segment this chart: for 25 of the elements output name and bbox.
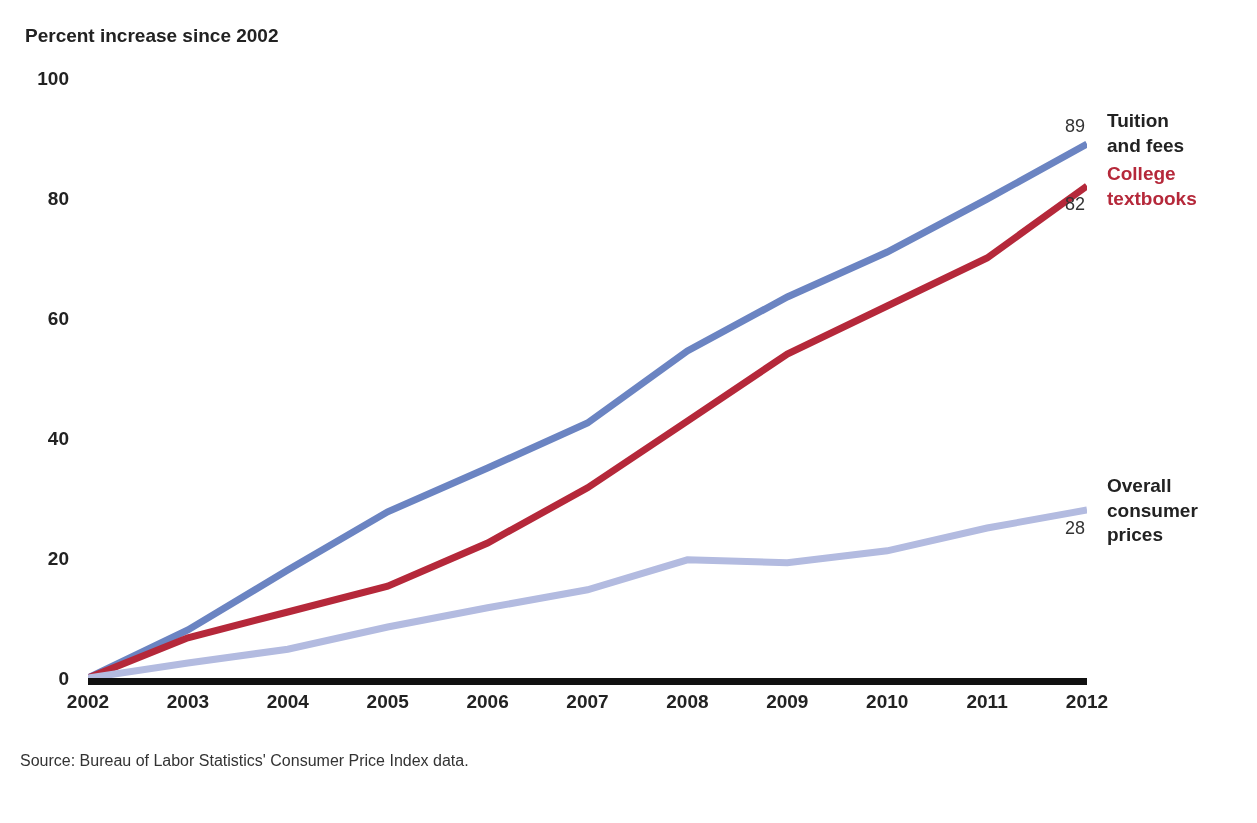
y-tick-label: 60: [47, 307, 69, 329]
x-tick-label: 2009: [766, 690, 809, 712]
data-label: 82: [1065, 194, 1086, 214]
x-tick-label: 2007: [566, 690, 609, 712]
x-tick-label: 2010: [866, 690, 909, 712]
data-label: 89: [1065, 116, 1086, 136]
y-axis-title: Percent increase since 2002: [25, 25, 279, 46]
series-label: Overall consumer prices: [1107, 475, 1199, 546]
series-label: Tuition and fees: [1107, 110, 1185, 156]
x-tick-label: 2012: [1065, 690, 1109, 712]
y-tick-label: 80: [47, 187, 69, 209]
x-tick-label: 2004: [266, 690, 310, 712]
x-tick-label: 2011: [966, 690, 1009, 712]
x-tick-label: 2003: [166, 690, 210, 712]
x-tick-label: 2006: [466, 690, 509, 712]
y-tick-label: 0: [58, 667, 69, 689]
y-tick-label: 100: [37, 67, 69, 89]
x-tick-label: 2008: [666, 690, 709, 712]
data-label: 28: [1065, 518, 1086, 538]
x-tick-label: 2005: [366, 690, 410, 712]
y-tick-label: 20: [47, 547, 69, 569]
source-note: Source: Bureau of Labor Statistics' Consumer Price Index data.: [20, 752, 469, 769]
x-tick-label: 2002: [66, 690, 110, 712]
y-tick-label: 40: [47, 427, 69, 449]
series-label: College textbooks: [1107, 163, 1197, 209]
